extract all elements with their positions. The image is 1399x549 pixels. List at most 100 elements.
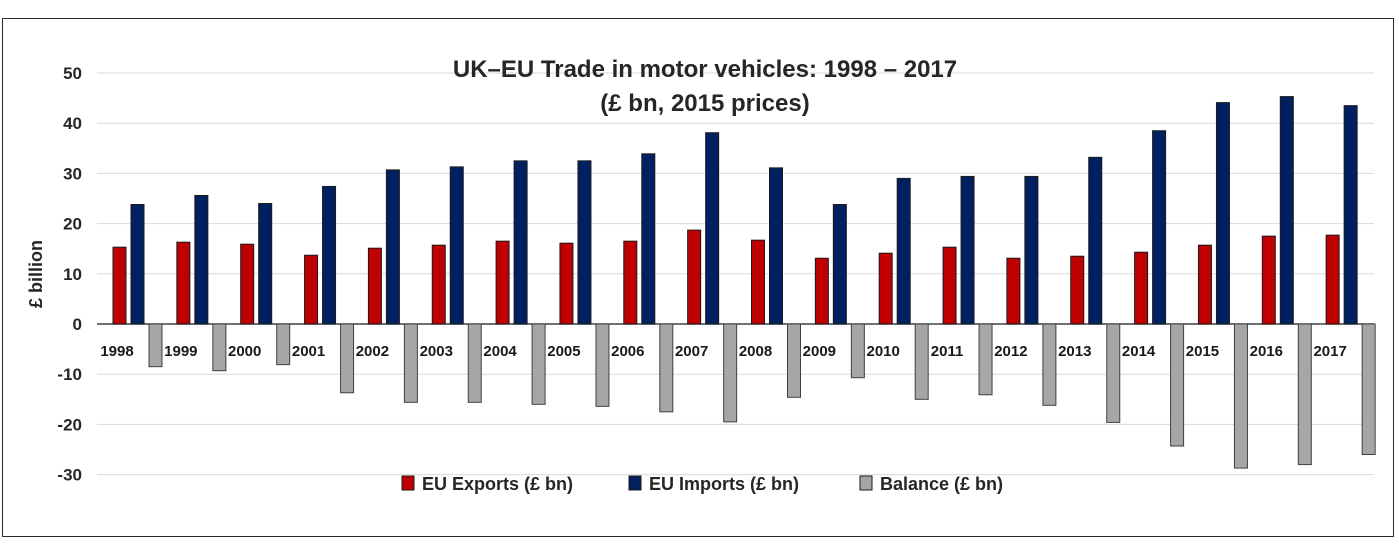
bar-import-2005 [577, 160, 592, 325]
bar-balance-2003 [467, 323, 482, 403]
bar-balance-2014 [1170, 323, 1185, 447]
legend: EU Exports (£ bn) EU Imports (£ bn) Balanc… [401, 474, 1003, 494]
bar-import-2010 [896, 177, 911, 325]
x-tick-label: 2014 [1122, 343, 1156, 360]
bar-export-2013 [1070, 255, 1085, 325]
y-tick-label: 30 [63, 164, 82, 183]
y-tick-label: 0 [73, 315, 82, 334]
x-tick-label: 2012 [994, 343, 1027, 360]
chart-title-line1: UK–EU Trade in motor vehicles: 1998 – 20… [453, 56, 957, 83]
x-tick-label: 2016 [1250, 343, 1283, 360]
bar-export-2000 [240, 243, 255, 325]
bar-export-2002 [367, 247, 382, 325]
bar-import-2012 [1024, 175, 1039, 325]
bar-export-2005 [559, 242, 574, 325]
y-tick-label: 50 [63, 64, 82, 83]
x-tick-label: 2017 [1313, 343, 1346, 360]
bar-balance-1999 [212, 323, 227, 372]
bar-balance-2016 [1297, 323, 1312, 466]
y-tick-label: -10 [57, 365, 82, 384]
bar-export-2003 [431, 244, 446, 325]
y-tick-label: -20 [57, 415, 82, 434]
legend-label-import: EU Imports (£ bn) [649, 474, 799, 494]
y-tick-label: 40 [63, 114, 82, 133]
x-tick-label: 2003 [420, 343, 453, 360]
bar-import-2014 [1152, 130, 1167, 325]
bar-import-2004 [513, 160, 528, 325]
y-tick-label: -30 [57, 466, 82, 485]
bar-balance-2009 [850, 323, 865, 379]
x-tick-label: 2006 [611, 343, 644, 360]
x-tick-label: 2015 [1186, 343, 1219, 360]
x-tick-label: 1999 [164, 343, 197, 360]
bar-balance-2000 [276, 323, 291, 366]
bar-import-2001 [322, 185, 337, 325]
x-tick-label: 2013 [1058, 343, 1091, 360]
bar-export-2015 [1197, 244, 1212, 325]
bar-export-2001 [304, 254, 319, 325]
bar-export-2014 [1134, 251, 1149, 325]
bar-balance-2013 [1106, 323, 1121, 423]
x-tick-label: 1998 [100, 343, 133, 360]
x-tick-label: 2001 [292, 343, 325, 360]
x-tick-label: 2007 [675, 343, 708, 360]
bar-import-2011 [960, 175, 975, 325]
bar-import-2006 [641, 153, 656, 325]
x-tick-label: 2004 [483, 343, 517, 360]
bar-balance-2008 [787, 323, 801, 398]
bar-balance-2012 [1042, 323, 1057, 406]
bar-import-2015 [1215, 102, 1230, 325]
x-tick-label: 2008 [739, 343, 772, 360]
legend-swatch-export [401, 475, 415, 491]
bar-import-2000 [258, 203, 273, 325]
bars [112, 96, 1376, 469]
bar-import-2017 [1343, 105, 1358, 325]
chart-title-line2: (£ bn, 2015 prices) [600, 90, 809, 117]
x-tick-label: 2010 [867, 343, 900, 360]
x-axis-ticks: 1998 1999 2000 2001 2002 2003 2004 2005 2006 2007… [100, 343, 1347, 360]
bar-balance-2007 [723, 323, 738, 423]
bar-import-2002 [385, 169, 400, 325]
y-tick-label: 10 [63, 265, 82, 284]
bar-export-2017 [1325, 234, 1340, 325]
bar-balance-1998 [148, 323, 163, 368]
legend-label-balance: Balance (£ bn) [880, 474, 1003, 494]
y-axis-ticks: 50 40 30 20 10 0 -10 -20 -30 [57, 64, 82, 485]
bar-balance-2001 [340, 323, 355, 394]
bar-balance-2005 [595, 323, 610, 407]
bar-export-2006 [623, 240, 638, 325]
x-tick-label: 2005 [547, 343, 580, 360]
legend-label-export: EU Exports (£ bn) [422, 474, 573, 494]
bar-balance-2004 [531, 323, 546, 405]
bar-balance-2015 [1233, 323, 1248, 469]
x-tick-label: 2002 [356, 343, 389, 360]
bar-import-2008 [769, 167, 783, 325]
bar-export-2009 [814, 257, 829, 325]
bar-import-2013 [1088, 156, 1103, 325]
bar-balance-2017 [1361, 323, 1376, 456]
bar-export-2012 [1006, 257, 1021, 325]
bar-balance-2002 [403, 323, 418, 403]
y-axis-label: £ billion [26, 240, 46, 308]
x-tick-label: 2000 [228, 343, 261, 360]
bar-export-1998 [112, 246, 127, 325]
x-tick-label: 2009 [803, 343, 836, 360]
bar-export-2007 [687, 229, 702, 325]
legend-swatch-import [628, 475, 642, 491]
bar-export-2010 [878, 252, 893, 325]
bar-export-2004 [495, 240, 510, 325]
bar-balance-2011 [978, 323, 993, 396]
bar-import-2007 [705, 132, 720, 325]
y-tick-label: 20 [63, 215, 82, 234]
bar-balance-2010 [914, 323, 929, 400]
bar-export-2016 [1261, 235, 1276, 325]
bar-import-1998 [130, 204, 145, 325]
bar-import-1999 [194, 194, 209, 325]
bar-export-1999 [176, 241, 191, 325]
bar-export-2008 [751, 239, 765, 325]
x-tick-label: 2011 [931, 343, 964, 360]
bar-import-2003 [449, 166, 464, 325]
bar-export-2011 [942, 246, 957, 325]
bar-balance-2006 [659, 323, 674, 413]
